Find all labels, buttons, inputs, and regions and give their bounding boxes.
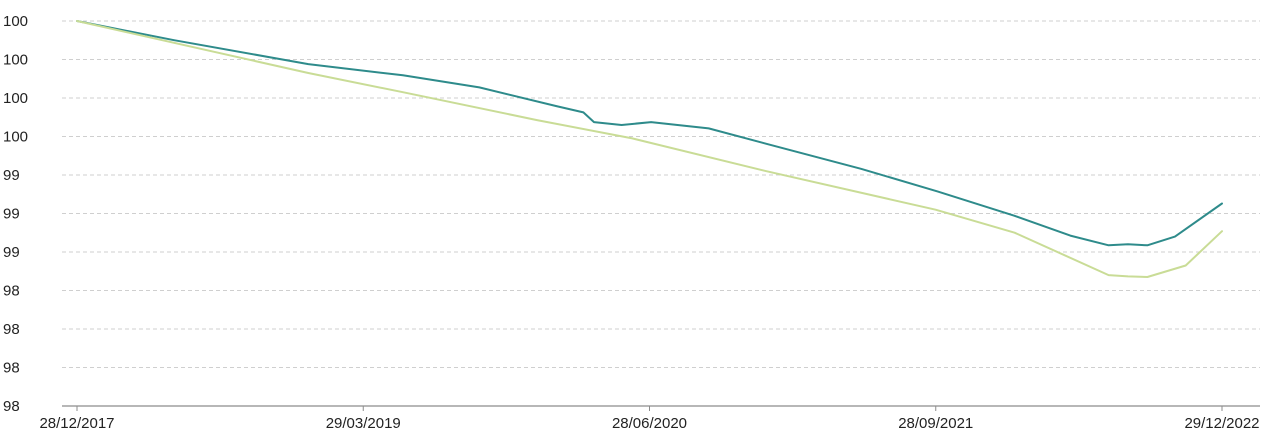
y-tick-label: 98	[3, 398, 20, 415]
y-tick-label: 98	[3, 321, 20, 338]
x-axis-ticks	[76, 406, 1223, 411]
y-tick-label: 99	[3, 167, 20, 184]
x-tick-label: 29/12/2022	[1184, 415, 1259, 431]
y-tick-label: 100	[3, 52, 28, 69]
y-tick-label: 100	[3, 90, 28, 107]
y-tick-label: 98	[3, 283, 20, 300]
y-tick-label: 100	[3, 13, 28, 30]
gridlines	[62, 20, 1260, 368]
y-tick-label: 99	[3, 206, 20, 223]
y-tick-label: 98	[3, 360, 20, 377]
y-axis-labels: 98 98 98 98 99 99 99 100 100 100 100	[3, 13, 28, 415]
x-tick-label: 28/09/2021	[898, 415, 973, 431]
x-tick-label: 29/03/2019	[326, 415, 401, 431]
x-axis-labels: 28/12/2017 29/03/2019 28/06/2020 28/09/2021…	[39, 415, 1259, 431]
series-line-1	[76, 20, 1223, 247]
x-tick-label: 28/06/2020	[612, 415, 687, 431]
series-line-2	[76, 20, 1223, 278]
y-tick-label: 100	[3, 129, 28, 146]
x-tick-label: 28/12/2017	[39, 415, 114, 431]
series-lines	[76, 20, 1223, 278]
y-tick-label: 99	[3, 244, 20, 261]
